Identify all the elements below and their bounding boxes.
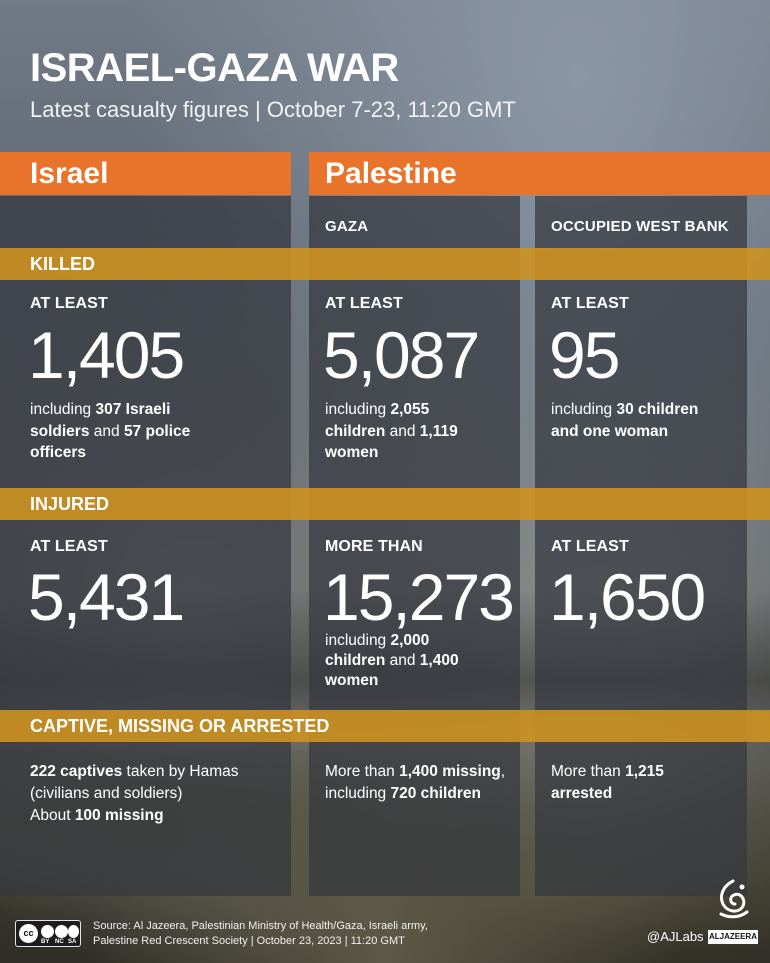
west-bank-arrested-note: More than 1,215 arrested	[551, 763, 664, 802]
west-bank-label: OCCUPIED WEST BANK	[551, 218, 729, 235]
israel-missing-note: About 100 missing	[30, 807, 164, 824]
west-bank-injured-qualifier: AT LEAST	[551, 538, 629, 555]
sa-icon	[68, 925, 79, 938]
west-bank-column	[535, 196, 747, 896]
ajlabs-handle: @AJLabs	[647, 929, 704, 944]
gaza-missing-note: More than 1,400 missing, including 720 c…	[325, 763, 506, 802]
gaza-killed-note: including 2,055 children and 1,119 women	[325, 401, 458, 461]
gaza-column	[309, 196, 520, 896]
israel-header: Israel	[0, 152, 291, 195]
aljazeera-wordmark: ALJAZEERA	[708, 930, 758, 944]
source-footer: Source: Al Jazeera, Palestinian Ministry…	[93, 919, 428, 949]
page-subtitle: Latest casualty figures | October 7-23, …	[30, 97, 516, 122]
cc-by-label: BY	[41, 939, 50, 945]
gaza-injured-value: 15,273	[323, 560, 515, 634]
gaza-injured-note: including 2,000 children and 1,400 women	[325, 632, 459, 689]
west-bank-injured-value: 1,650	[549, 560, 706, 634]
cc-sa-label: SA	[68, 939, 77, 945]
israel-injured-qualifier: AT LEAST	[30, 538, 108, 555]
israel-killed-qualifier: AT LEAST	[30, 295, 108, 312]
west-bank-killed-note: including 30 children and one woman	[551, 401, 699, 440]
west-bank-killed-qualifier: AT LEAST	[551, 295, 629, 312]
captive-band: CAPTIVE, MISSING OR ARRESTED	[0, 710, 770, 742]
gaza-label: GAZA	[325, 218, 369, 235]
source-line-1: Source: Al Jazeera, Palestinian Ministry…	[93, 920, 428, 932]
west-bank-killed-value: 95	[549, 318, 620, 392]
creative-commons-badge: cc BY NC SA	[15, 920, 81, 947]
source-line-2: Palestine Red Crescent Society | October…	[93, 935, 405, 947]
israel-column	[0, 196, 291, 896]
gaza-killed-qualifier: AT LEAST	[325, 295, 403, 312]
palestine-header: Palestine	[309, 152, 770, 195]
by-icon	[41, 925, 54, 938]
page-title: ISRAEL-GAZA WAR	[30, 46, 399, 90]
gaza-injured-qualifier: MORE THAN	[325, 538, 423, 555]
aljazeera-logo-icon	[719, 879, 749, 919]
israel-captives-note: 222 captives taken by Hamas (civilians a…	[30, 763, 239, 802]
gaza-killed-value: 5,087	[323, 318, 480, 392]
nc-icon	[55, 925, 68, 938]
cc-nc-label: NC	[55, 939, 64, 945]
israel-killed-note: including 307 Israeli soldiers and 57 po…	[30, 401, 191, 461]
israel-injured-value: 5,431	[28, 560, 185, 634]
israel-killed-value: 1,405	[28, 318, 185, 392]
cc-icon: cc	[19, 924, 38, 943]
killed-band: KILLED	[0, 248, 770, 280]
injured-band: INJURED	[0, 488, 770, 520]
